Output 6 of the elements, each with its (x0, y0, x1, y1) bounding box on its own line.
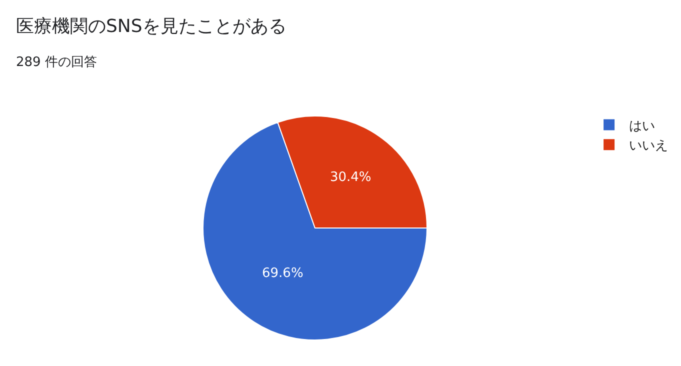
legend-label: いいえ (629, 138, 668, 154)
data-label: 30.4% (330, 170, 372, 186)
chart-title: 医療機関のSNSを見たことがある (16, 16, 286, 37)
data-label: 69.6% (262, 266, 304, 282)
text: 289 件の回答 (16, 55, 97, 70)
legend-label: はい (629, 118, 656, 134)
